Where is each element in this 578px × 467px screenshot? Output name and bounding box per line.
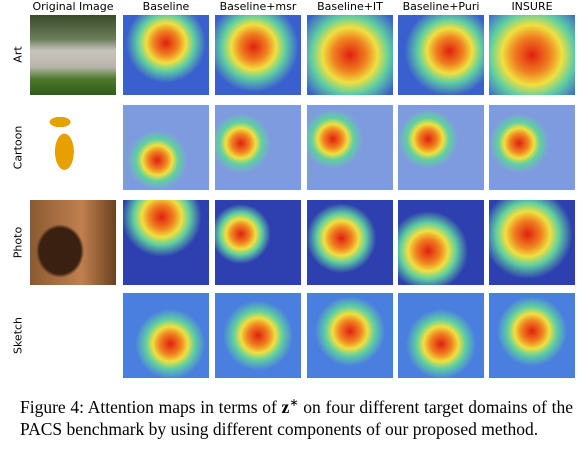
attention-map — [489, 200, 575, 285]
attention-map — [307, 200, 393, 285]
attention-map — [398, 293, 484, 378]
attention-map — [489, 293, 575, 378]
caption-label: Figure 4: — [20, 396, 85, 417]
row-label: Sketch — [11, 316, 25, 354]
attention-map — [307, 293, 393, 378]
attention-map — [123, 200, 209, 285]
column-header: Baseline+Puri — [402, 0, 480, 13]
caption: Figure 4: Attention maps in terms of z∗ … — [20, 392, 573, 441]
attention-map — [489, 105, 575, 190]
original-image — [30, 15, 116, 95]
attention-map — [215, 200, 301, 285]
attention-map — [398, 105, 484, 190]
attention-map — [215, 15, 301, 95]
original-image — [30, 200, 116, 285]
attention-map — [123, 293, 209, 378]
attention-map — [489, 15, 575, 95]
caption-text: Attention maps in terms of — [87, 396, 277, 417]
column-header: INSURE — [511, 0, 553, 13]
attention-map — [398, 200, 484, 285]
caption-text: on four different target domains of the … — [20, 396, 573, 440]
attention-map — [215, 105, 301, 190]
column-header: Baseline — [142, 0, 190, 13]
column-header: Original Image — [32, 0, 114, 13]
column-header: Baseline+IT — [317, 0, 383, 13]
column-header: Baseline+msr — [219, 0, 297, 13]
original-image — [30, 105, 116, 190]
caption-symbol: z — [281, 396, 290, 417]
attention-map — [307, 15, 393, 95]
original-image — [30, 293, 116, 378]
attention-map — [307, 105, 393, 190]
attention-map — [123, 105, 209, 190]
attention-map — [123, 15, 209, 95]
row-label: Art — [11, 46, 25, 63]
attention-map — [215, 293, 301, 378]
row-label: Photo — [11, 226, 25, 258]
caption-superscript: ∗ — [289, 397, 299, 409]
row-label: Cartoon — [11, 125, 25, 169]
attention-map — [398, 15, 484, 95]
